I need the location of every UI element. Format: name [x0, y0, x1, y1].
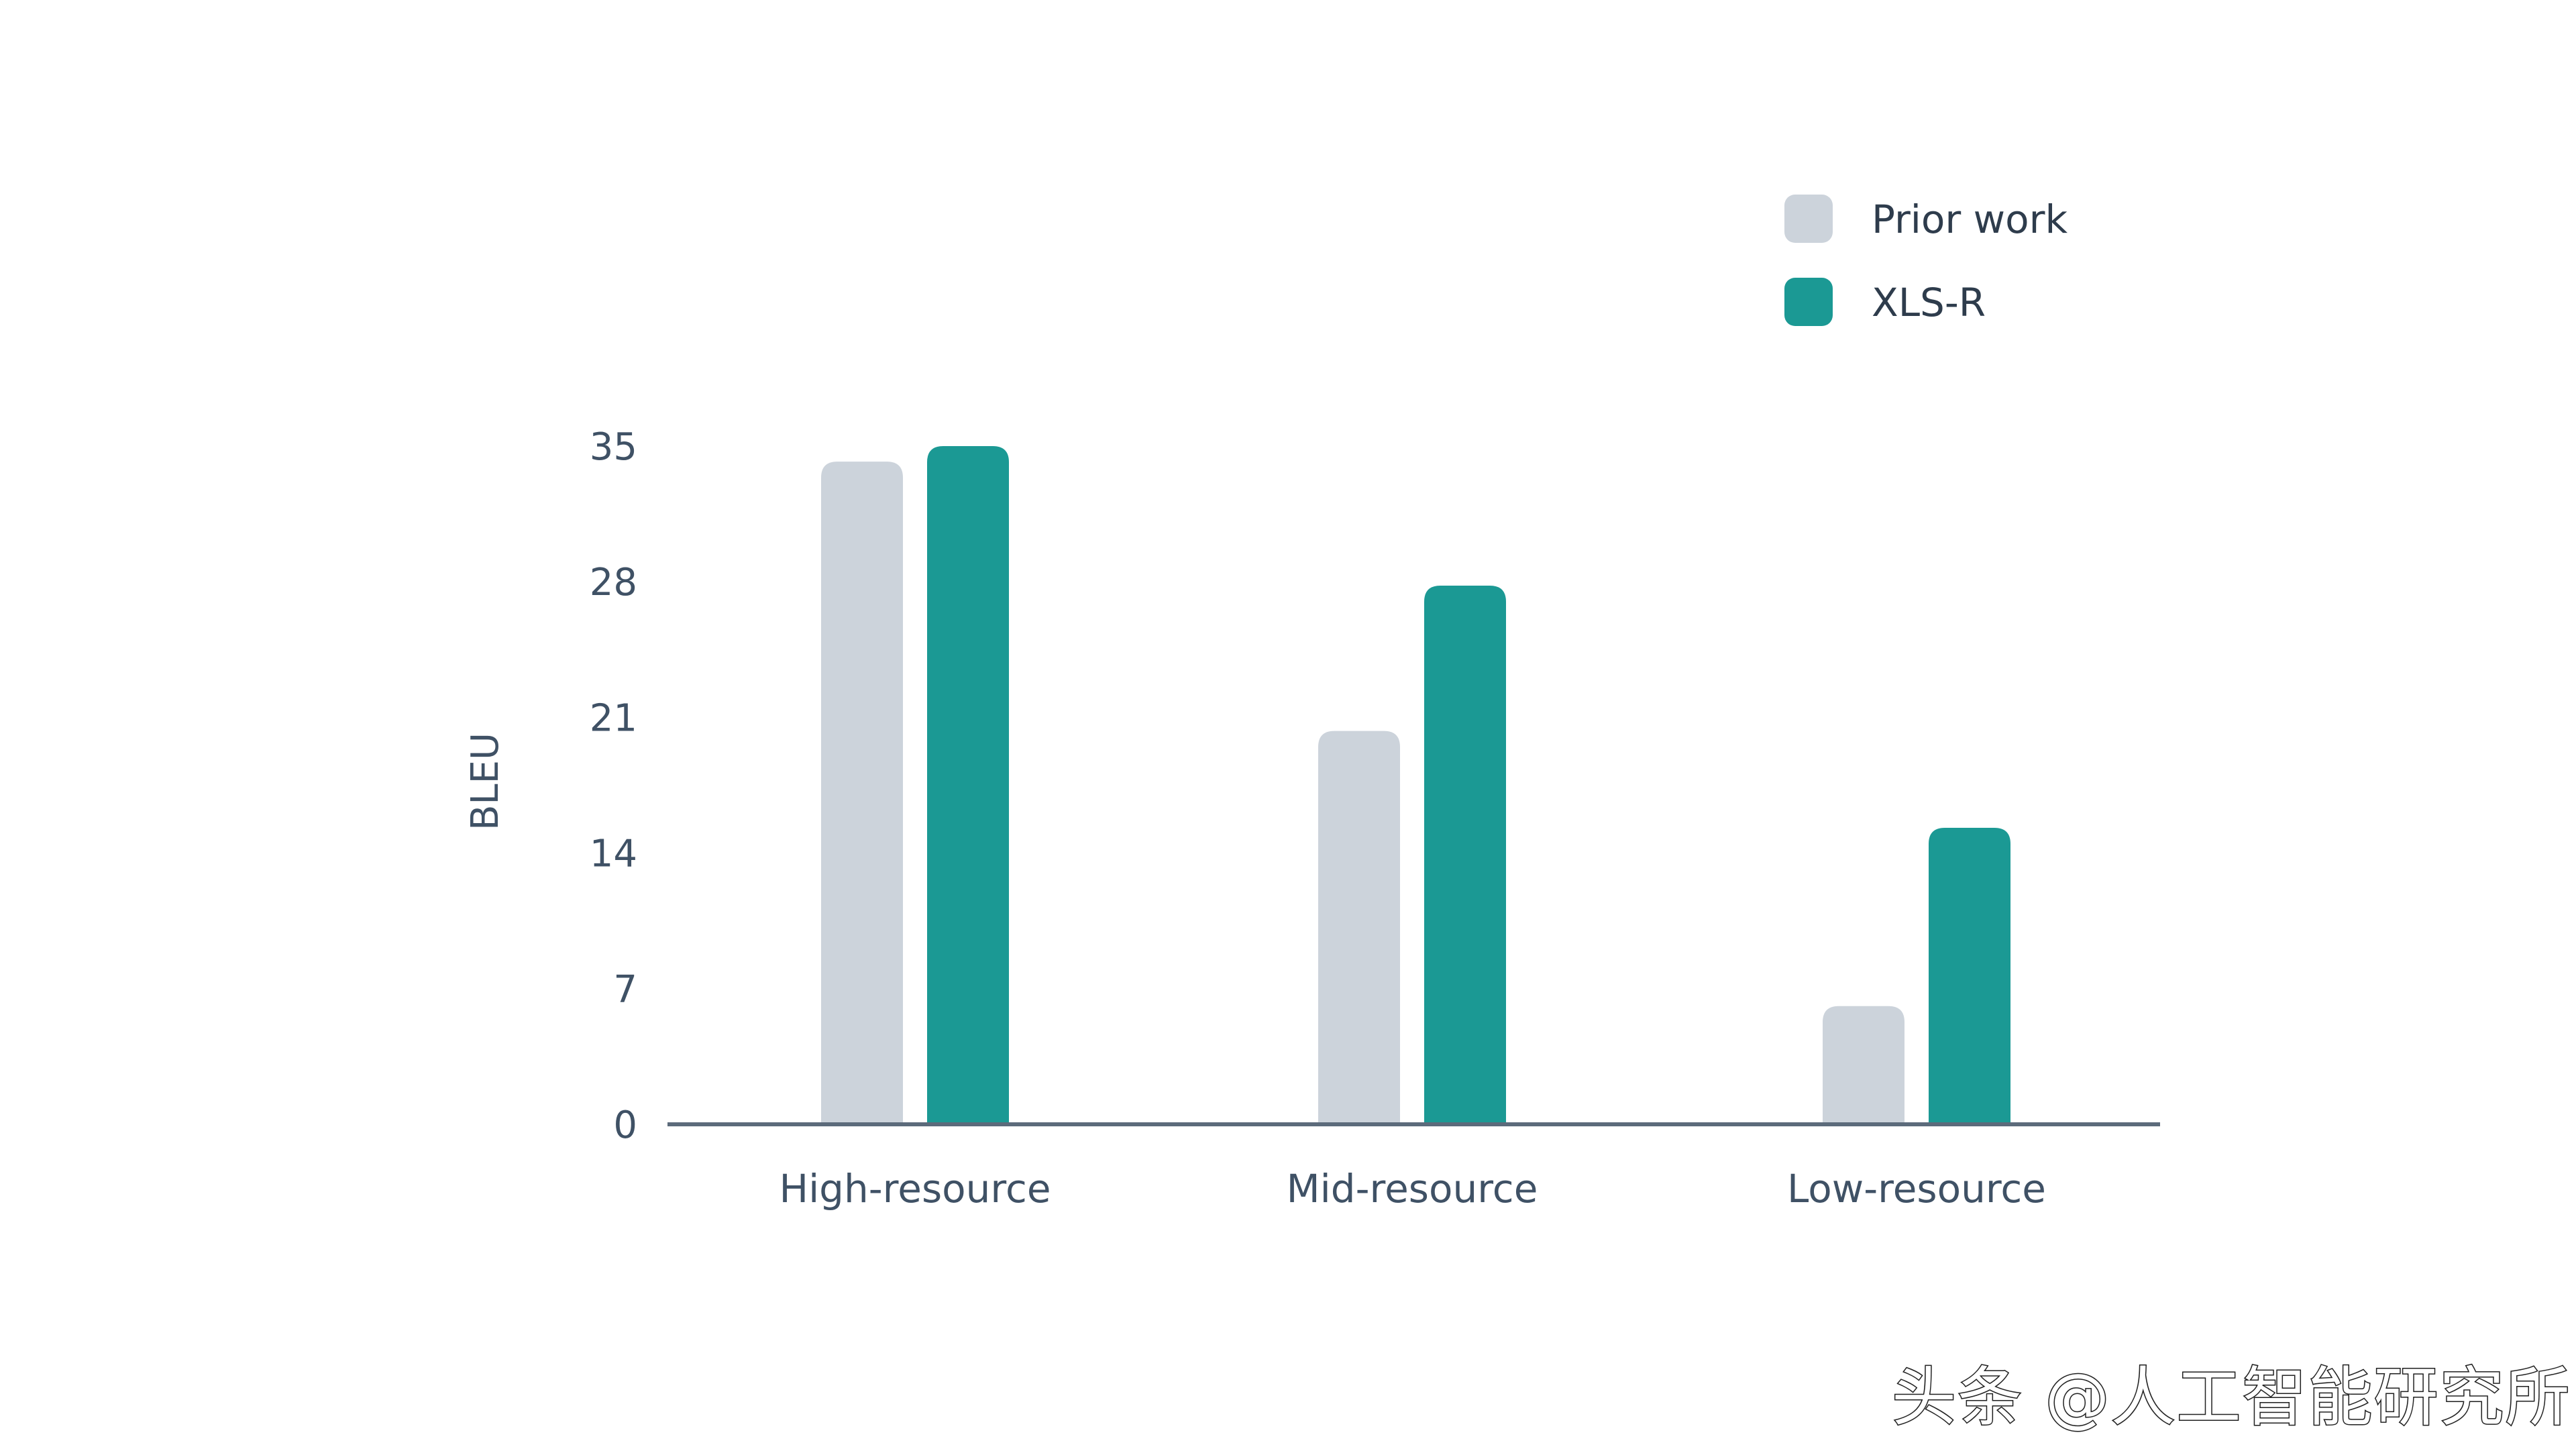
legend: Prior work XLS-R [1784, 195, 2068, 326]
y-tick-label: 14 [590, 833, 637, 876]
y-tick-label: 0 [613, 1104, 637, 1147]
watermark-text: 头条 @人工智能研究所 [1891, 1359, 2571, 1436]
bar-low-resource-xls-r [1929, 828, 2010, 1124]
x-category-label: Low-resource [1787, 1166, 2046, 1212]
y-tick-label: 7 [613, 968, 637, 1012]
bar-mid-resource-xls-r [1424, 585, 1506, 1124]
legend-label: Prior work [1872, 197, 2068, 242]
y-axis-title: BLEU [464, 733, 507, 830]
x-category-label: Mid-resource [1287, 1166, 1538, 1212]
x-categories-layer: High-resource Mid-resource Low-resource [779, 1166, 2046, 1212]
y-tick-label: 28 [590, 561, 637, 604]
legend-label: XLS-R [1872, 280, 1986, 325]
y-ticks-layer: 0 7 14 21 28 35 [590, 425, 637, 1147]
y-tick-label: 35 [590, 425, 637, 469]
bar-high-resource-xls-r [927, 446, 1009, 1124]
y-tick-label: 21 [590, 696, 637, 740]
bars-layer [821, 446, 2010, 1124]
legend-swatch-prior-work [1784, 195, 1833, 243]
bar-low-resource-prior-work [1823, 1006, 1904, 1124]
bar-high-resource-prior-work [821, 462, 903, 1124]
x-category-label: High-resource [779, 1166, 1051, 1212]
legend-swatch-xls-r [1784, 278, 1833, 326]
bar-mid-resource-prior-work [1318, 731, 1400, 1124]
